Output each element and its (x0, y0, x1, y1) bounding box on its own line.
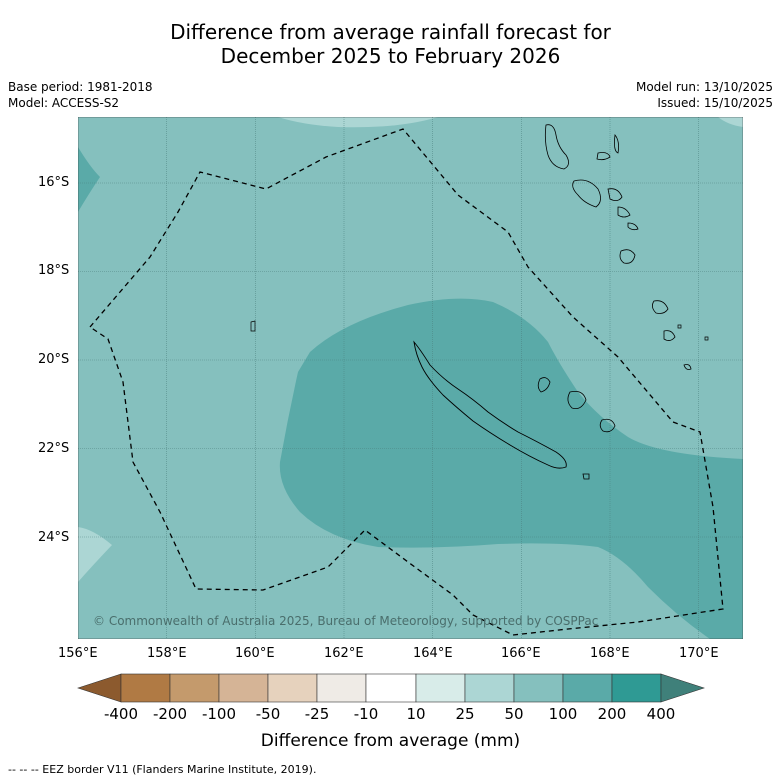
lat-label-16s: 16°S (38, 175, 70, 190)
colorbar-label-neg10: -10 (353, 705, 379, 723)
colorbar-label-25: 25 (455, 705, 475, 723)
lon-label-156e: 156°E (58, 646, 98, 661)
lon-label-158e: 158°E (147, 646, 187, 661)
chart-title-line2: December 2025 to February 2026 (220, 44, 561, 68)
maewo-coastline (596, 152, 611, 161)
colorbar-segment-1 (120, 673, 171, 703)
aneityum-coastline (683, 364, 692, 370)
colorbar-segment-8 (464, 673, 515, 703)
colorbar-segment-5 (316, 673, 367, 703)
colorbar-title: Difference from average (mm) (260, 731, 521, 751)
new-caledonia-coastline (413, 340, 567, 469)
colorbar-segment-9 (513, 673, 564, 703)
espiritu-santo-coastline (544, 124, 569, 170)
colorbar-label-200: 200 (597, 705, 627, 723)
epi-coastline (617, 206, 631, 218)
efate-coastline (619, 249, 636, 264)
model-run-text: Model run: 13/10/2025 (635, 80, 773, 94)
contour-wet-main (279, 298, 743, 639)
malakula-coastline (572, 179, 601, 208)
lon-label-164e: 164°E (413, 646, 453, 661)
colorbar-label-neg25: -25 (304, 705, 330, 723)
colorbar-extend-low (77, 673, 122, 703)
lon-label-168e: 168°E (590, 646, 630, 661)
colorbar-segment-6 (365, 673, 417, 703)
base-period-text: Base period: 1981-2018 (8, 80, 153, 94)
tanna-coastline (663, 330, 676, 341)
isle-of-pines-coastline (582, 473, 590, 480)
aniwa-coastline (704, 336, 709, 341)
shepherd-islands (627, 222, 639, 231)
issued-text: Issued: 15/10/2025 (657, 96, 773, 110)
colorbar-label-50: 50 (504, 705, 524, 723)
colorbar (77, 673, 705, 703)
map-gridlines (78, 117, 743, 639)
ambrym-coastline (607, 188, 623, 201)
colorbar-label-400: 400 (646, 705, 676, 723)
lon-label-166e: 166°E (501, 646, 541, 661)
colorbar-segment-3 (218, 673, 269, 703)
lifou-coastline (567, 390, 587, 410)
colorbar-label-neg400: -400 (103, 705, 139, 723)
lat-label-24s: 24°S (38, 530, 70, 545)
colorbar-segment-10 (562, 673, 613, 703)
eez-legend-note: -- -- -- EEZ border V11 (Flanders Marine… (8, 763, 317, 776)
futuna-coastline (677, 324, 682, 329)
colorbar-segment-4 (267, 673, 318, 703)
eez-border (89, 128, 724, 636)
rainfall-map: © Commonwealth of Australia 2025, Bureau… (78, 117, 743, 639)
model-text: Model: ACCESS-S2 (8, 96, 120, 110)
colorbar-label-10: 10 (406, 705, 426, 723)
lon-label-162e: 162°E (324, 646, 364, 661)
lat-label-20s: 20°S (38, 352, 70, 367)
colorbar-segment-2 (169, 673, 220, 703)
ouvea-coastline (537, 377, 551, 393)
contour-light-top (278, 117, 438, 128)
colorbar-label-100: 100 (548, 705, 578, 723)
chart-title-line1: Difference from average rainfall forecas… (170, 20, 611, 44)
contour-wet-left (78, 147, 100, 212)
contour-light-bottomleft (78, 527, 112, 582)
pentecost-coastline (614, 134, 619, 154)
lon-label-170e: 170°E (679, 646, 719, 661)
colorbar-extend-high (660, 673, 705, 703)
erromango-coastline (652, 300, 669, 314)
colorbar-label-neg100: -100 (201, 705, 237, 723)
colorbar-label-neg50: -50 (255, 705, 281, 723)
contour-light-topright (718, 117, 743, 127)
colorbar-segment-7 (415, 673, 466, 703)
lon-label-160e: 160°E (235, 646, 275, 661)
chesterfield-islands (250, 320, 256, 332)
colorbar-label-neg200: -200 (152, 705, 188, 723)
copyright-text: © Commonwealth of Australia 2025, Bureau… (93, 614, 598, 628)
lat-label-18s: 18°S (38, 263, 70, 278)
colorbar-segment-11 (611, 673, 662, 703)
mare-coastline (599, 418, 616, 433)
lat-label-22s: 22°S (38, 441, 70, 456)
